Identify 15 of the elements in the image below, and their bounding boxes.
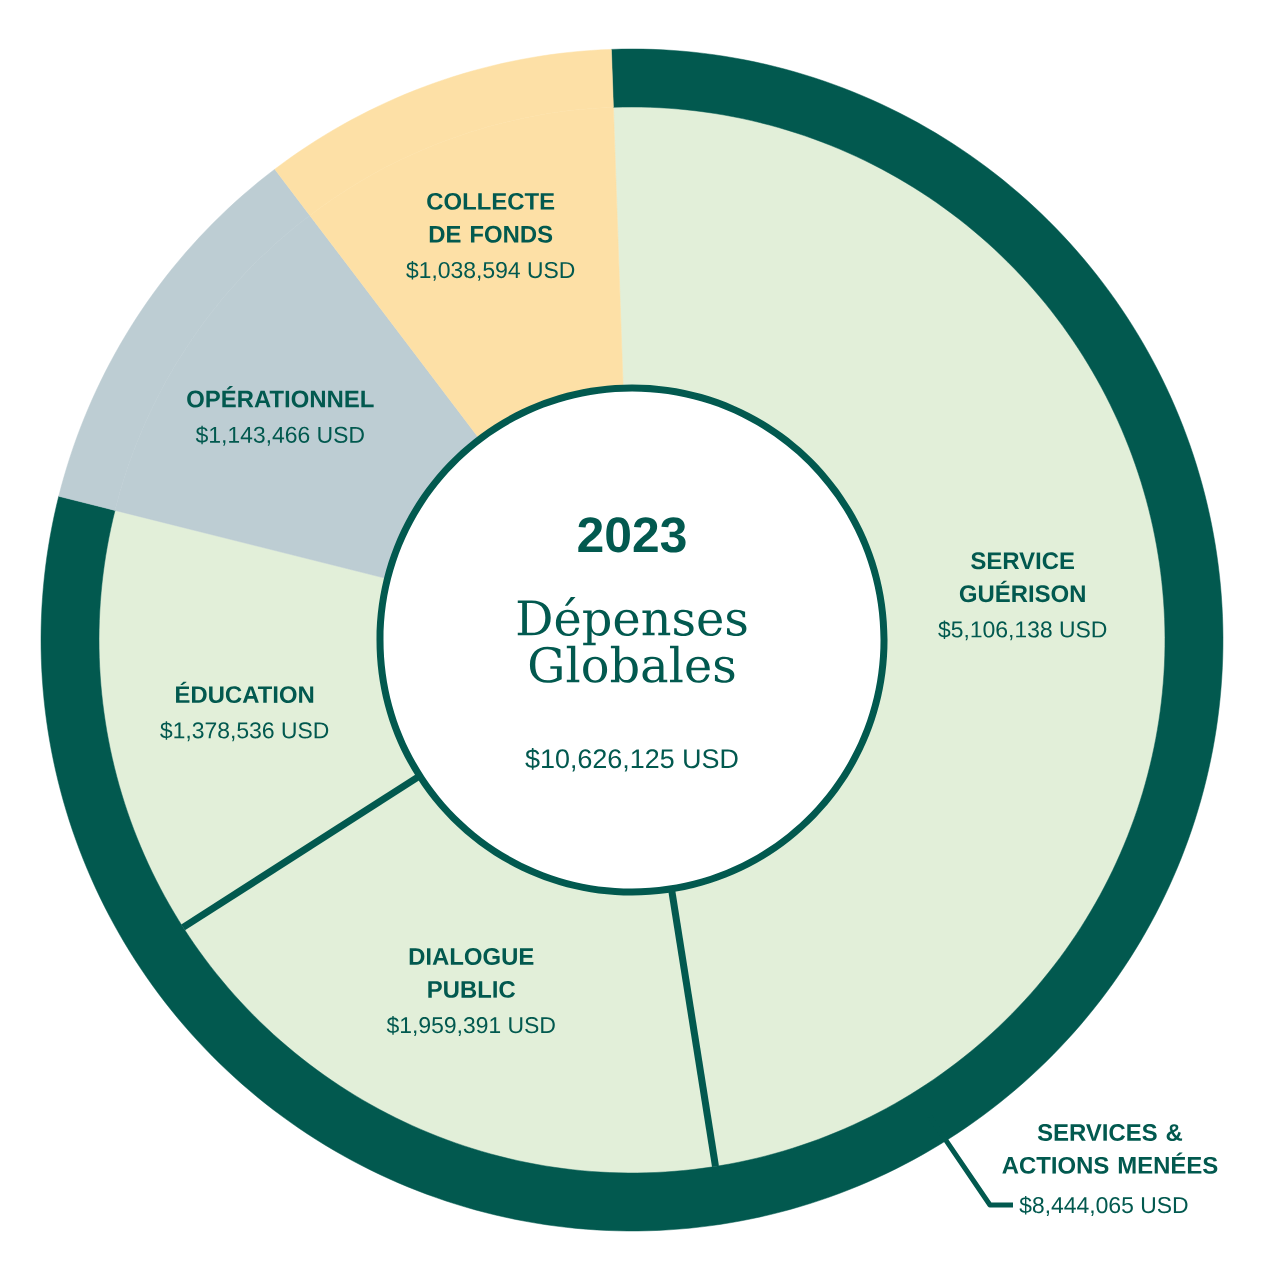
- data-label: $1,143,466 USD: [195, 425, 364, 446]
- text: 2023: [578, 517, 686, 553]
- text: $10,626,125 USD: [525, 748, 738, 772]
- slice-label: COLLECTE DE FONDS: [427, 192, 555, 243]
- slice-label: DIALOGUE PUBLIC: [409, 948, 534, 998]
- text: Dépenses Globales: [517, 597, 747, 683]
- data-label: $1,959,391 USD: [386, 1016, 555, 1036]
- data-label: $8,444,065 USD: [1019, 1196, 1188, 1216]
- data-label: $5,106,138 USD: [938, 620, 1107, 641]
- data-label: $1,038,594 USD: [406, 260, 575, 281]
- slice-label: SERVICE GUÉRISON: [959, 552, 1085, 603]
- slice-label: OPÉRATIONNEL: [187, 386, 374, 408]
- slice-label: ÉDUCATION: [176, 681, 314, 704]
- data-label: $1,378,536 USD: [160, 721, 329, 742]
- slice-label: SERVICES & ACTIONS MENÉES: [1002, 1124, 1218, 1174]
